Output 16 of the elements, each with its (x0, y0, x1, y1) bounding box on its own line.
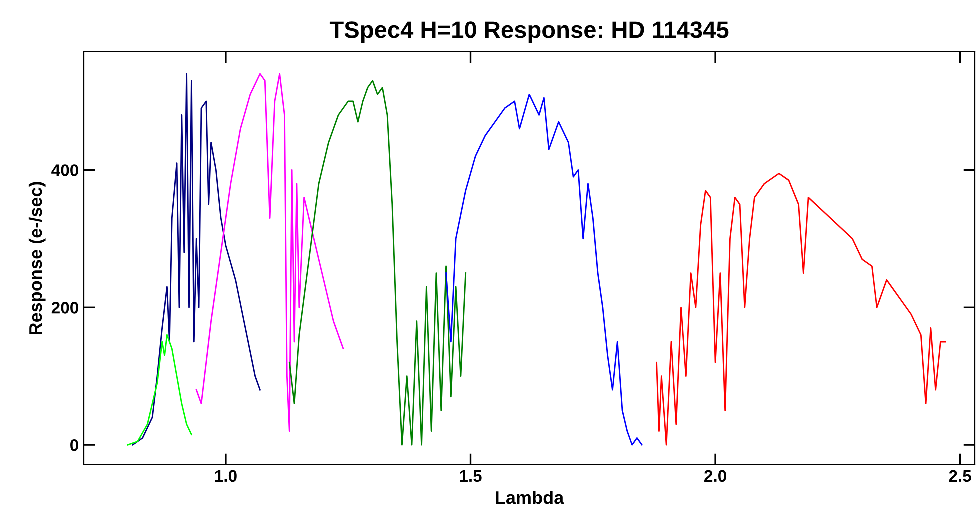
y-tick-label: 0 (70, 439, 78, 452)
x-tick-label: 2.0 (704, 470, 726, 482)
line-series (656, 172, 946, 446)
x-axis-title: Lambda (496, 490, 564, 504)
line-series (288, 80, 467, 446)
x-tick-label: 1.0 (215, 470, 237, 482)
y-tick-label: 200 (52, 302, 78, 314)
x-tick-label: 1.5 (460, 470, 482, 482)
line-series (196, 73, 344, 432)
line-series (127, 334, 192, 446)
chart-title: TSpec4 H=10 Response: HD 114345 (330, 22, 729, 44)
x-tick-label: 2.5 (949, 470, 972, 482)
line-series (446, 94, 643, 446)
line-series (132, 73, 261, 446)
y-axis-title: Response (e-/sec) (28, 182, 46, 335)
y-tick-label: 400 (52, 164, 78, 176)
